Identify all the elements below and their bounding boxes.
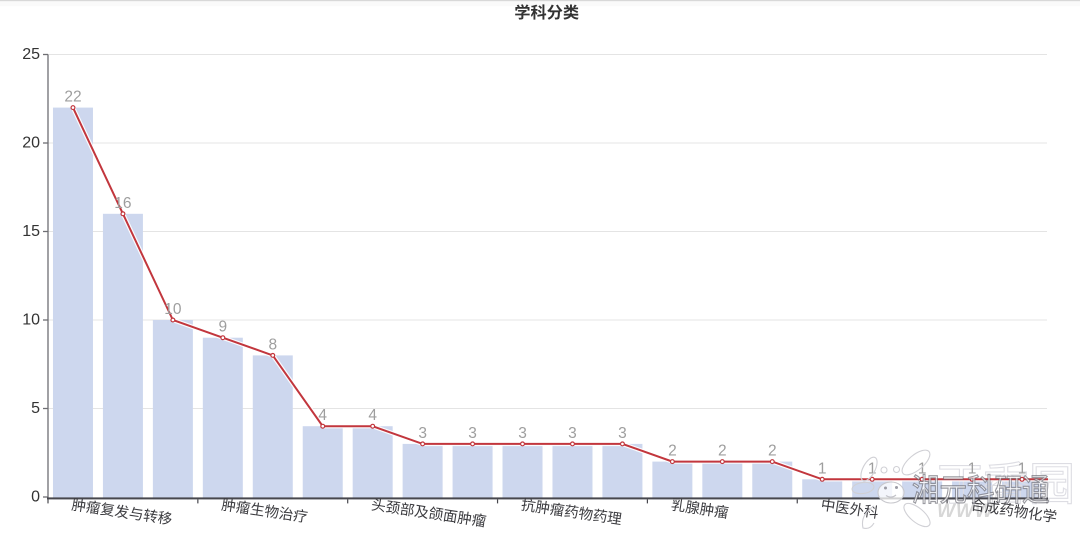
svg-text:25: 25: [22, 46, 40, 63]
svg-text:22: 22: [64, 89, 81, 106]
svg-text:2: 2: [768, 443, 777, 460]
svg-text:1: 1: [1018, 460, 1027, 477]
svg-text:2: 2: [668, 443, 677, 460]
svg-text:3: 3: [618, 425, 627, 442]
svg-text:8: 8: [268, 336, 277, 353]
svg-text:3: 3: [518, 425, 527, 442]
svg-text:10: 10: [22, 312, 40, 329]
svg-text:15: 15: [22, 223, 40, 240]
svg-text:3: 3: [418, 425, 427, 442]
svg-text:2: 2: [718, 443, 727, 460]
svg-text:10: 10: [164, 301, 182, 318]
svg-text:1: 1: [918, 460, 927, 477]
svg-text:20: 20: [22, 135, 40, 152]
svg-text:1: 1: [818, 460, 827, 477]
svg-text:4: 4: [368, 407, 377, 424]
svg-text:3: 3: [468, 425, 477, 442]
svg-text:5: 5: [31, 400, 40, 417]
svg-text:1: 1: [868, 460, 877, 477]
svg-text:1: 1: [968, 460, 977, 477]
svg-text:3: 3: [568, 425, 577, 442]
svg-text:0: 0: [31, 489, 40, 506]
svg-text:16: 16: [114, 195, 131, 212]
svg-text:4: 4: [318, 407, 327, 424]
svg-text:9: 9: [219, 319, 228, 336]
